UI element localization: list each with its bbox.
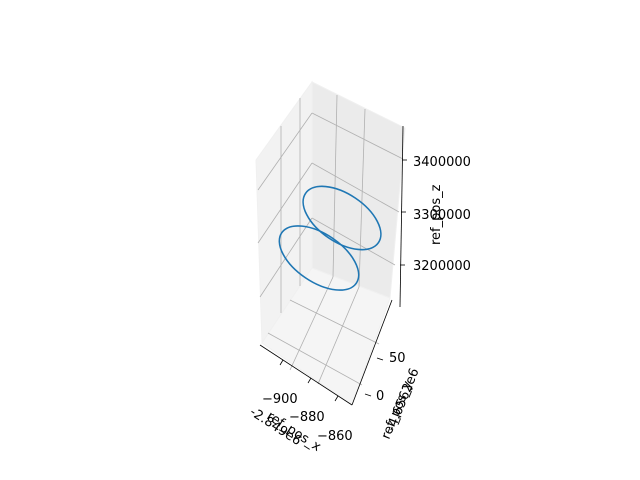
z-ticks: 3200000 3300000 3400000 bbox=[400, 155, 471, 274]
x-tick-label: −880 bbox=[289, 410, 325, 425]
x-tick-label: −860 bbox=[317, 429, 353, 444]
trajectory-loop-upper bbox=[302, 185, 382, 251]
y-tick-label: 50 bbox=[389, 351, 406, 366]
z-axis-label: ref_pos_z bbox=[429, 184, 444, 245]
z-axis-line bbox=[399, 125, 404, 308]
grid-lines bbox=[257, 94, 404, 386]
y-axis-line bbox=[351, 299, 393, 406]
y-ticks: 0 50 bbox=[364, 351, 406, 404]
x-ticks: −900 −880 −860 bbox=[262, 359, 353, 444]
z-tick-label: 3400000 bbox=[413, 155, 471, 170]
axis-edges bbox=[259, 125, 404, 406]
y-tick-label: 0 bbox=[376, 389, 384, 404]
z-tick-label: 3300000 bbox=[413, 208, 471, 223]
trajectory-loop-lower bbox=[278, 225, 360, 291]
x-tick-label: −900 bbox=[262, 392, 298, 407]
z-tick-label: 3200000 bbox=[413, 259, 471, 274]
x-axis-line bbox=[259, 344, 353, 406]
series-layer bbox=[278, 185, 382, 291]
